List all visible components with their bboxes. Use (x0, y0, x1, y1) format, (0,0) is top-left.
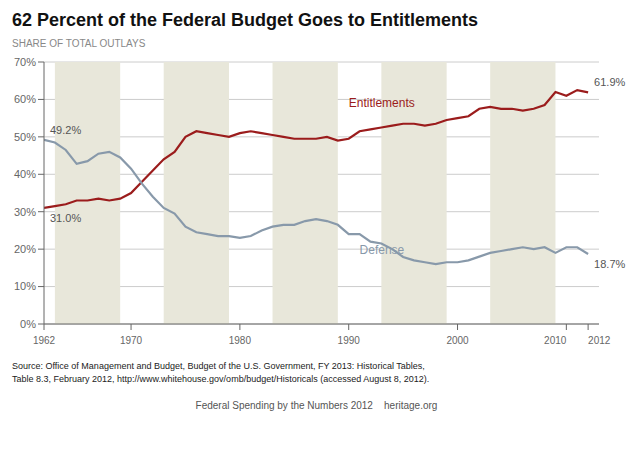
svg-text:Entitlements: Entitlements (349, 96, 415, 110)
svg-text:30%: 30% (14, 206, 36, 218)
html-text:Table 8.3, February 2012, http: Table 8.3, February 2012, http://www.whi… (12, 374, 430, 384)
svg-text:50%: 50% (14, 131, 36, 143)
html-text:Federal Spending by the Number: Federal Spending by the Numbers 2012 her… (195, 400, 438, 411)
html-text:Source: Office of Management a: Source: Office of Management and Budget,… (12, 361, 425, 371)
svg-text:Defense: Defense (360, 243, 405, 257)
svg-text:2012: 2012 (588, 335, 611, 346)
html-text:62 Percent of the Federal Budg: 62 Percent of the Federal Budget Goes to… (12, 10, 479, 30)
svg-text:1990: 1990 (338, 335, 361, 346)
svg-text:20%: 20% (14, 243, 36, 255)
svg-text:1980: 1980 (229, 335, 252, 346)
html-text:SHARE OF TOTAL OUTLAYS: SHARE OF TOTAL OUTLAYS (12, 38, 146, 49)
svg-text:61.9%: 61.9% (594, 76, 625, 88)
svg-text:60%: 60% (14, 93, 36, 105)
svg-text:2010: 2010 (544, 335, 567, 346)
svg-text:2000: 2000 (446, 335, 469, 346)
svg-text:49.2%: 49.2% (50, 124, 81, 136)
svg-text:10%: 10% (14, 280, 36, 292)
svg-text:0%: 0% (20, 318, 36, 330)
svg-text:1970: 1970 (120, 335, 143, 346)
svg-text:1962: 1962 (33, 335, 56, 346)
svg-text:31.0%: 31.0% (50, 212, 81, 224)
svg-text:18.7%: 18.7% (594, 258, 625, 270)
svg-text:70%: 70% (14, 56, 36, 68)
svg-text:40%: 40% (14, 168, 36, 180)
